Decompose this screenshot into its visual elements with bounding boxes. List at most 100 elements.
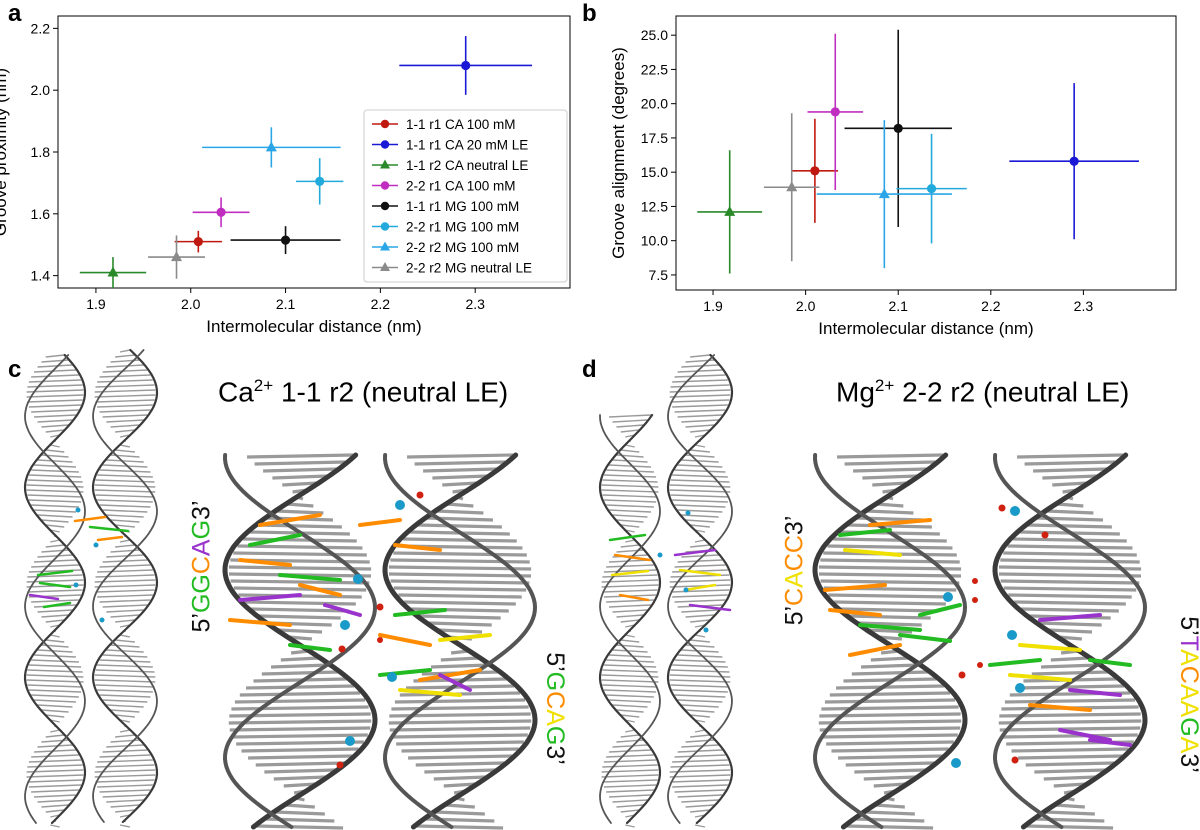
base-pair-rung <box>601 679 659 683</box>
sequence-letter: C <box>780 587 809 606</box>
base-pair-rung <box>677 369 723 373</box>
base-pair-rung <box>669 584 731 588</box>
base-pair-rung <box>681 799 719 803</box>
legend-label: 1-1 r1 CA 20 mM LE <box>406 138 528 153</box>
sequence-letter: A <box>540 709 569 726</box>
metal-ion <box>73 582 79 588</box>
y-tick-label: 12.5 <box>641 198 668 214</box>
base-pair-rung <box>97 759 153 763</box>
base-pair-rung <box>102 509 148 513</box>
base-pair-rung <box>1033 467 1107 473</box>
base-pair-rung <box>674 694 726 698</box>
base-pair-rung <box>677 464 723 468</box>
data-point <box>202 127 341 168</box>
base-pair-rung <box>690 809 710 813</box>
base-pair-rung <box>94 394 156 398</box>
base-pair-rung <box>115 734 135 738</box>
base-pair-rung <box>1025 761 1115 767</box>
base-pair-rung <box>259 614 341 620</box>
nucleotide-base <box>238 593 302 602</box>
base-pair-rung <box>241 747 359 753</box>
y-tick-label: 20.0 <box>641 96 668 112</box>
marker-triangle <box>724 205 736 216</box>
base-pair-rung <box>263 467 337 473</box>
backbone-strand <box>222 452 378 830</box>
base-pair-rung <box>860 663 920 669</box>
base-pair-rung <box>31 409 79 413</box>
base-pair-rung <box>440 656 480 662</box>
nucleotide-base <box>378 633 432 647</box>
base-pair-rung <box>230 579 370 585</box>
base-pair-rung <box>1003 586 1137 592</box>
x-axis-label: Intermolecular distance (nm) <box>206 317 421 336</box>
base-pair-rung <box>669 389 731 393</box>
base-pair-rung <box>95 479 155 483</box>
base-pair-rung <box>831 747 949 753</box>
base-pair-rung <box>854 768 926 774</box>
base-pair-rung <box>94 389 156 393</box>
base-pair-rung <box>398 593 522 599</box>
metal-ion <box>395 500 405 510</box>
sequence-letter: A <box>780 571 809 588</box>
base-pair-rung <box>669 674 731 678</box>
base-pair-rung <box>119 729 131 733</box>
base-pair-rung <box>270 663 330 669</box>
base-pair-rung <box>674 504 726 508</box>
base-pair-rung <box>690 734 710 738</box>
base-pair-rung <box>253 677 347 683</box>
base-pair-rung <box>273 775 327 781</box>
base-pair-rung <box>27 574 83 578</box>
nucleotide-base <box>918 603 962 617</box>
nucleotide-base <box>418 668 482 682</box>
base-pair-rung <box>603 499 657 503</box>
sequence-letter: G <box>187 519 216 540</box>
base-pair-rung <box>99 754 151 758</box>
base-pair-rung <box>97 594 153 598</box>
y-tick-label: 15.0 <box>641 164 668 180</box>
nucleotide-base <box>1088 658 1132 667</box>
base-pair-rung <box>820 579 960 585</box>
y-tick-label: 25.0 <box>641 27 668 43</box>
legend-marker <box>380 159 390 169</box>
base-pair-rung <box>119 634 131 638</box>
base-pair-rung <box>246 684 354 690</box>
base-pair-rung <box>394 698 526 704</box>
base-pair-rung <box>620 524 640 528</box>
backbone-strand <box>382 452 538 830</box>
base-pair-rung <box>674 789 726 793</box>
legend-marker <box>380 241 390 251</box>
data-point <box>791 118 839 223</box>
metal-ion <box>340 620 350 630</box>
nucleotide-base <box>438 633 492 642</box>
base-pair-rung <box>115 524 135 528</box>
base-pair-rung <box>606 694 654 698</box>
base-pair-rung <box>94 489 156 493</box>
base-pair-rung <box>601 489 659 493</box>
base-pair-rung <box>97 404 153 408</box>
sequence-letter: G <box>540 725 569 746</box>
nucleotide-base <box>823 583 887 592</box>
backbone-strand <box>599 414 661 824</box>
panel-label-c: c <box>8 356 22 383</box>
base-pair-rung <box>388 719 532 725</box>
base-pair-rung <box>608 654 652 658</box>
legend-entry: 2-2 r2 MG 100 mM <box>372 240 519 255</box>
base-pair-rung <box>669 769 731 773</box>
sequence-letter: G <box>1175 717 1200 736</box>
base-pair-rung <box>862 474 918 480</box>
base-pair-rung <box>94 679 156 683</box>
base-pair-rung <box>97 784 153 788</box>
base-pair-rung <box>690 354 710 358</box>
base-pair-rung <box>95 589 155 593</box>
base-pair-rung <box>237 544 363 550</box>
y-tick-label: 1.4 <box>31 268 51 284</box>
legend-marker <box>380 119 390 129</box>
base-pair-rung <box>608 749 652 753</box>
marker-triangle <box>786 181 798 192</box>
nucleotide-base <box>438 673 472 692</box>
base-pair-rung <box>606 469 654 473</box>
base-pair-rung <box>690 524 710 528</box>
base-pair-rung <box>391 705 529 711</box>
base-pair-rung <box>389 726 531 732</box>
base-pair-rung <box>435 810 485 816</box>
